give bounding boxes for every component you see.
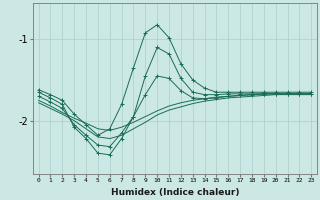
X-axis label: Humidex (Indice chaleur): Humidex (Indice chaleur) xyxy=(111,188,239,197)
